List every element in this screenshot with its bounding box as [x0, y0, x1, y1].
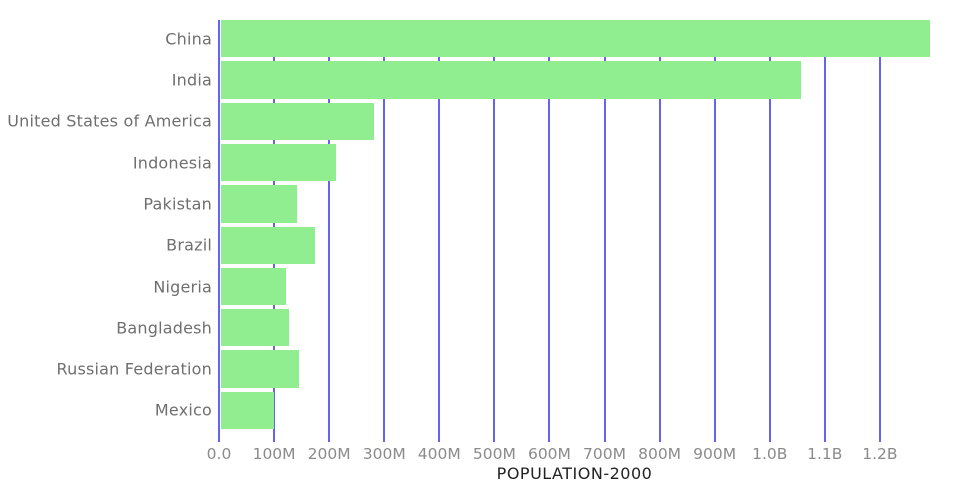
axis-tick — [383, 433, 386, 442]
axis-tick-label: 900M — [693, 445, 737, 463]
axis-tick-label: 400M — [417, 445, 461, 463]
category-label: China — [165, 29, 212, 49]
population-bar[interactable] — [221, 143, 336, 182]
axis-tick — [713, 433, 716, 442]
gridline — [548, 20, 551, 433]
category-label: Mexico — [154, 400, 212, 420]
axis-tick — [493, 433, 496, 442]
population-bar[interactable] — [221, 185, 298, 223]
axis-tick-label: 800M — [638, 445, 682, 463]
category-label: Pakistan — [143, 194, 212, 214]
axis-tick-label: 700M — [583, 445, 626, 463]
category-label: Bangladesh — [116, 318, 212, 338]
axis-tick — [273, 433, 276, 442]
axis-tick — [328, 433, 331, 442]
population-bar[interactable] — [221, 267, 287, 306]
axis-tick — [438, 433, 441, 442]
axis-tick-label: 0.0 — [206, 445, 232, 463]
category-label: Nigeria — [153, 277, 212, 296]
gridline — [383, 20, 386, 433]
chart-title: POPULATION-2000 — [496, 464, 653, 483]
axis-tick-label: 1.0B — [752, 445, 788, 463]
gridline — [823, 20, 826, 433]
axis-tick — [768, 433, 771, 442]
axis-tick — [548, 433, 551, 442]
population-bar[interactable] — [221, 226, 316, 264]
axis-tick-label: 200M — [307, 445, 351, 463]
population-bar[interactable] — [221, 350, 300, 388]
population-bar[interactable] — [221, 309, 290, 347]
category-axis: China India United States of America Indone… — [0, 20, 212, 433]
gridline — [878, 20, 881, 433]
gridline — [493, 20, 496, 433]
gridline — [658, 20, 661, 433]
axis-tick-label: 1.1B — [807, 445, 843, 463]
plot-area: 0.0 100M 200M 300M 400M 500M 600M 700M 800M 900M 1… — [207, 20, 930, 463]
category-label: Brazil — [166, 235, 212, 255]
gridline — [438, 20, 441, 433]
axis-tick-label: 1.2B — [862, 445, 898, 463]
axis-tick-label: 500M — [472, 445, 516, 463]
axis-tick-label: 300M — [362, 445, 406, 463]
category-label: India — [171, 70, 212, 90]
gridline — [713, 20, 716, 433]
axis-tick — [878, 433, 881, 442]
axis-tick — [658, 433, 661, 442]
axis-tick-label: 100M — [252, 445, 296, 463]
gridline — [328, 20, 331, 433]
category-label: Russian Federation — [56, 359, 212, 379]
population-bar[interactable] — [221, 61, 802, 99]
category-label: United States of America — [7, 111, 212, 131]
population-bar[interactable] — [221, 102, 375, 140]
gridline — [603, 20, 606, 433]
axis-tick — [603, 433, 606, 442]
population-bar[interactable] — [221, 391, 274, 430]
population-bar[interactable] — [221, 20, 930, 58]
axis-tick — [218, 433, 220, 442]
axis-tick-label: 600M — [527, 445, 571, 463]
gridline — [218, 20, 220, 433]
axis-tick — [823, 433, 826, 442]
gridline — [768, 20, 771, 433]
category-label: Indonesia — [132, 153, 212, 173]
